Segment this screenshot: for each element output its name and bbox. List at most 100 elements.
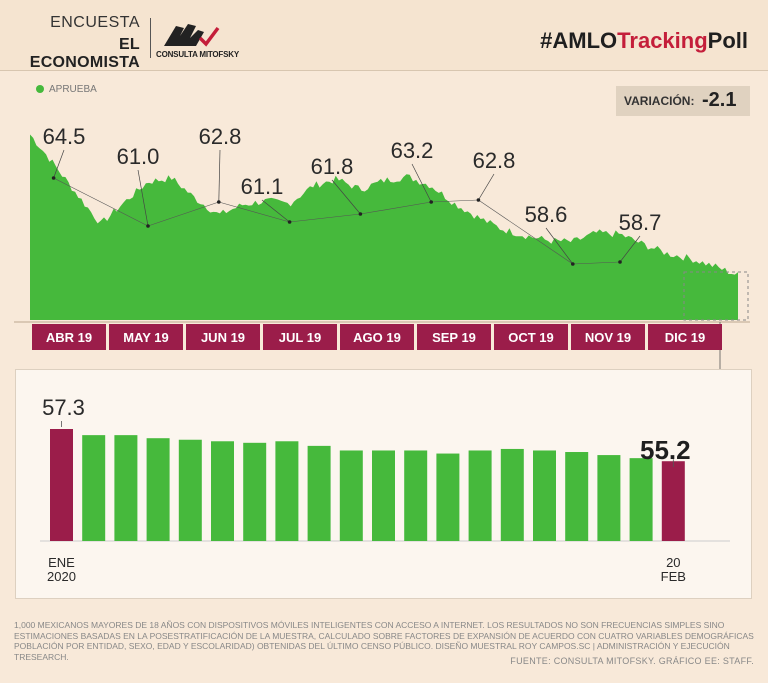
annotation-leader — [619, 235, 641, 263]
logo-text: CONSULTA MITOFSKY — [156, 50, 239, 59]
bar — [307, 445, 331, 541]
annotation-connector — [360, 201, 432, 215]
month-label: SEP 19 — [432, 330, 476, 345]
annotation-connector — [218, 201, 290, 223]
brand-line2: EL ECONOMISTA — [29, 36, 140, 71]
first-bar-value: 57.3 — [42, 395, 85, 420]
annotation-label: 61.0 — [117, 144, 160, 169]
annotation-connector — [289, 213, 361, 223]
annotation-dot — [287, 220, 292, 224]
annotation-leader — [331, 179, 361, 215]
bar-start-label: ENE — [48, 555, 75, 570]
bar — [533, 450, 556, 541]
bar — [275, 441, 299, 541]
month-box — [109, 324, 183, 350]
bar-end-label: FEB — [661, 569, 686, 584]
annotation-label: 58.7 — [619, 210, 662, 235]
bar — [500, 448, 524, 541]
annotation-connector — [147, 201, 219, 227]
annotation-leader — [261, 199, 290, 223]
annotation-dot — [358, 212, 363, 216]
bar — [243, 442, 267, 541]
month-label: MAY 19 — [123, 330, 169, 345]
annotation-connector — [478, 199, 573, 265]
bar — [50, 429, 73, 541]
bar — [661, 461, 685, 541]
month-box — [186, 324, 260, 350]
annotation-label: 63.2 — [391, 138, 434, 163]
brand-line1: ENCUESTA — [50, 14, 140, 31]
month-box — [417, 324, 491, 350]
month-label: ABR 19 — [46, 330, 92, 345]
annotation-connector — [53, 177, 149, 227]
legend-label: APRUEBA — [49, 84, 97, 95]
annotation-leader — [137, 169, 149, 227]
legend: APRUEBA — [36, 84, 97, 95]
bar — [339, 450, 363, 541]
footnote: 1,000 MEXICANOS MAYORES DE 18 AÑOS CON D… — [14, 620, 754, 662]
bar — [211, 441, 234, 541]
annotation-label: 61.1 — [241, 174, 284, 199]
bar — [114, 435, 138, 541]
month-label: JUL 19 — [279, 330, 321, 345]
hashtag-suffix: Poll — [707, 28, 748, 53]
variation-box: VARIACIÓN: -2.1 — [616, 86, 750, 116]
month-box — [648, 324, 722, 350]
mitofsky-logo-icon — [164, 24, 220, 47]
month-box — [571, 324, 645, 350]
source: FUENTE: CONSULTA MITOFSKY. GRÁFICO EE: S… — [510, 656, 754, 666]
annotation-label: 61.8 — [311, 154, 354, 179]
month-box — [340, 324, 414, 350]
variation-value: -2.1 — [702, 89, 737, 111]
bar — [404, 450, 428, 541]
month-label: NOV 19 — [585, 330, 631, 345]
month-label: JUN 19 — [201, 330, 245, 345]
month-label: AGO 19 — [353, 330, 401, 345]
bar — [565, 452, 589, 541]
approval-area — [30, 134, 738, 320]
last-bar-value: 55.2 — [640, 435, 691, 465]
annotation-connector — [572, 261, 621, 265]
bar — [178, 439, 202, 541]
bar — [468, 450, 492, 541]
selection-box — [683, 271, 749, 321]
bar — [629, 458, 653, 541]
bar — [436, 453, 460, 541]
month-box — [494, 324, 568, 350]
annotation-dot — [476, 198, 481, 202]
bar-start-label: 2020 — [47, 569, 76, 584]
annotation-label: 62.8 — [199, 124, 242, 149]
area-chart: 64.5 61.0 62.8 61.1 61.8 63.2 62.8 58.6 58.7 ABR … — [14, 124, 750, 370]
annotation-leader — [545, 227, 574, 265]
bar — [146, 438, 170, 541]
month-box — [32, 324, 106, 350]
header: ENCUESTA EL ECONOMISTA CONSULTA MITOFSKY… — [0, 0, 768, 71]
annotation-leader — [411, 163, 432, 203]
month-box — [263, 324, 337, 350]
variation-label: VARIACIÓN: — [624, 94, 695, 108]
legend-dot-icon — [36, 85, 44, 94]
annotation-dot — [429, 200, 434, 204]
annotation-dot — [571, 262, 575, 266]
annotation-connector — [431, 199, 479, 203]
hashtag-prefix: #AMLO — [540, 28, 618, 53]
annotation-dot — [51, 176, 56, 180]
annotation-dot — [146, 224, 150, 228]
bar-end-label: 20 — [666, 555, 680, 570]
annotation-label: 58.6 — [525, 202, 568, 227]
annotation-label: 62.8 — [473, 148, 516, 173]
month-label: DIC 19 — [665, 330, 705, 345]
month-label: OCT 19 — [508, 330, 554, 345]
annotation-dot — [217, 200, 221, 204]
annotation-leader — [53, 149, 65, 179]
header-divider — [150, 18, 151, 58]
annotation-leader — [478, 173, 495, 201]
hashtag-highlight: Tracking — [617, 28, 708, 53]
bar — [82, 435, 106, 541]
hashtag-title: #AMLOTrackingPoll — [540, 28, 748, 54]
annotation-dot — [618, 260, 622, 264]
annotation-label: 64.5 — [43, 124, 86, 149]
bar — [372, 450, 395, 541]
bar — [597, 455, 621, 541]
